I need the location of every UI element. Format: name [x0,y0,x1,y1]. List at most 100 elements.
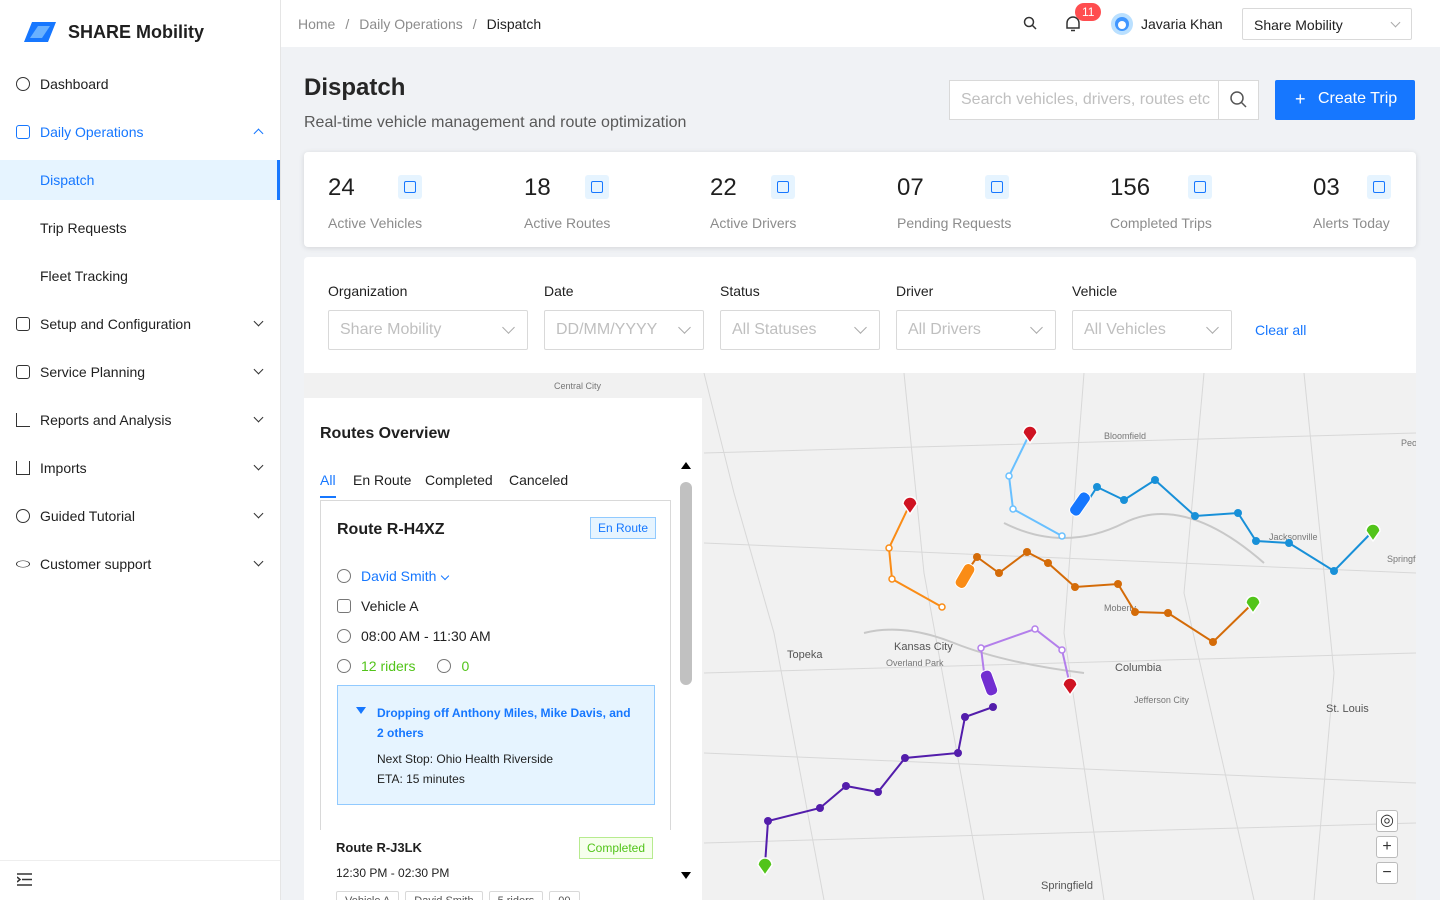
stat-label: Completed Trips [1110,215,1212,231]
filter-select[interactable]: All Statuses [720,310,880,350]
nav-label: Daily Operations [40,124,144,140]
tab[interactable]: Canceled [509,472,569,488]
filter-select[interactable]: DD/MM/YYYY [544,310,704,350]
breadcrumb[interactable]: Home [298,16,336,32]
notification-badge: 11 [1075,3,1102,21]
nav-label: Customer support [40,556,152,572]
map-label: Topeka [787,649,823,661]
map-label: Overland Park [886,658,944,668]
chip: 00 [549,891,580,900]
search-input[interactable]: Search vehicles, drivers, routes etc [949,80,1219,120]
map-label: Central City [554,381,602,391]
nav-item[interactable]: Reports and Analysis [0,400,280,440]
button-label: Create Trip [1318,90,1398,107]
stat-value: 22 [710,174,737,201]
zoom-in-button[interactable]: + [1376,836,1398,858]
breadcrumb[interactable]: Daily Operations [359,16,463,32]
map-label: St. Louis [1326,703,1369,715]
nav-subitem[interactable]: Trip Requests [0,208,280,248]
compass-button[interactable]: ◎ [1376,810,1398,832]
organization-select[interactable]: Share Mobility [1242,8,1412,40]
create-trip-button[interactable]: + Create Trip [1275,80,1415,120]
route-time: 08:00 AM - 11:30 AM [361,628,491,644]
nav-label: Setup and Configuration [40,316,191,332]
scrollbar[interactable] [680,462,692,884]
route-card[interactable]: Route R-H4XZ En Route David Smith Vehicl… [320,500,671,830]
nav-item[interactable]: Guided Tutorial [0,496,280,536]
map-label: Bloomfield [1104,431,1146,441]
filter-select[interactable]: All Drivers [896,310,1056,350]
filter-label: Organization [328,283,408,299]
nav-item[interactable]: Dashboard [0,64,280,104]
route-status: Completed [579,837,654,859]
stat-value: 03 [1313,174,1340,201]
chip: David Smith [405,891,483,900]
brand: SHARE Mobility [68,22,205,42]
nav-item[interactable]: Imports [0,448,280,488]
dropoff-box: Dropping off Anthony Miles, Mike Davis, … [337,685,655,805]
map-label: Jacksonville [1269,532,1318,542]
filter-label: Status [720,283,760,299]
organization-value: Share Mobility [1254,17,1343,33]
route-time: 12:30 PM - 02:30 PM [336,866,450,880]
route-name: Route R-H4XZ [337,521,445,538]
stat-label: Active Vehicles [328,215,423,231]
map-label: Columbia [1115,662,1162,674]
search-button[interactable] [1218,80,1259,120]
nav-label: Reports and Analysis [40,412,172,428]
panel-title: Routes Overview [320,425,450,442]
map-label: Moberly [1104,603,1137,613]
search-icon[interactable] [1023,16,1037,30]
filter-select[interactable]: All Vehicles [1072,310,1232,350]
notification-icon[interactable] [1065,15,1081,33]
filter-select[interactable]: Share Mobility [328,310,528,350]
stat-value: 18 [524,174,551,201]
stat-value: 156 [1110,174,1151,201]
tab[interactable]: Completed [425,472,493,488]
filters-card: Organization Share Mobility Date DD/MM/Y… [304,257,1416,373]
map-label: Peoria [1401,438,1416,448]
page-subtitle: Real-time vehicle management and route o… [304,114,687,131]
header: Home / Daily Operations / Dispatch 11 Java… [281,0,1440,47]
routes-panel: Routes Overview All En Route Completed C… [304,398,702,900]
route-status: En Route [590,517,657,539]
avatar[interactable] [1110,12,1134,36]
clear-all-link[interactable]: Clear all [1255,322,1307,338]
search-placeholder: Search vehicles, drivers, routes etc [961,91,1210,108]
nav-item[interactable]: Customer support [0,544,280,584]
collapse-button[interactable] [17,873,32,886]
zoom-out-button[interactable]: − [1376,862,1398,884]
user-name[interactable]: Javaria Khan [1141,16,1223,32]
nav-label: Trip Requests [40,220,127,236]
nav-subitem[interactable]: Fleet Tracking [0,256,280,296]
stat-label: Active Routes [524,215,611,231]
nav-item[interactable]: Service Planning [0,352,280,392]
filter-placeholder: All Statuses [732,321,817,338]
stat-label: Pending Requests [897,215,1012,231]
route-chips: Vehicle A David Smith 5 riders 00 [336,891,586,900]
tab[interactable]: En Route [353,472,412,488]
next-stop: Next Stop: Ohio Health Riverside [377,752,554,766]
filter-placeholder: Share Mobility [340,321,442,338]
breadcrumb-separator: / [345,16,350,32]
nav-item[interactable]: Daily Operations [0,112,280,152]
filter-label: Vehicle [1072,283,1118,299]
filter-label: Driver [896,283,934,299]
nav-label: Guided Tutorial [40,508,135,524]
sidebar: SHARE Mobility Dashboard Daily Operation… [0,0,281,900]
filter-placeholder: All Vehicles [1084,321,1166,338]
tab[interactable]: All [320,472,336,498]
dropoff-text: Dropping off Anthony Miles, Mike Davis, … [377,706,631,740]
logo [24,22,56,42]
stat-label: Active Drivers [710,215,797,231]
nav-item[interactable]: Setup and Configuration [0,304,280,344]
stat-label: Alerts Today [1313,215,1390,231]
nav-subitem[interactable]: Dispatch [0,160,280,200]
filter-placeholder: DD/MM/YYYY [556,321,658,338]
eta: ETA: 15 minutes [377,772,465,786]
breadcrumb-separator: / [472,16,477,32]
driver-name[interactable]: David Smith [361,568,437,584]
nav-label: Service Planning [40,364,146,380]
stat-value: 24 [328,174,355,201]
